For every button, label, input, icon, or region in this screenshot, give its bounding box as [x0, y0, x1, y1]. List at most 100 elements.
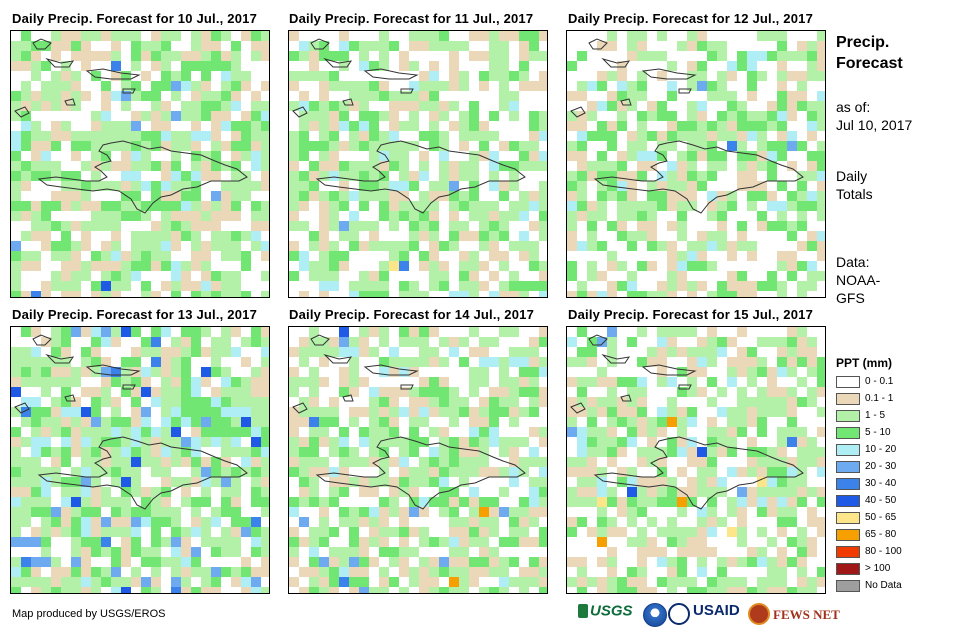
precip-grid-cell [369, 327, 379, 337]
precip-grid-cell [539, 437, 547, 447]
precip-grid-cell [359, 121, 369, 131]
legend-swatch [836, 529, 860, 541]
precip-grid-cell [577, 51, 587, 61]
precip-grid-cell [339, 121, 349, 131]
precip-grid-cell [71, 251, 81, 261]
precip-grid-cell [697, 151, 707, 161]
precip-grid-cell [469, 417, 479, 427]
precip-grid-cell [339, 41, 349, 51]
precip-grid-cell [657, 31, 667, 41]
precip-grid-cell [71, 547, 81, 557]
precip-grid-cell [787, 387, 797, 397]
precip-grid-cell [261, 487, 269, 497]
precip-grid-cell [687, 577, 697, 587]
precip-grid-cell [319, 111, 329, 121]
precip-grid-cell [201, 467, 211, 477]
precip-grid-cell [51, 377, 61, 387]
precip-grid-cell [101, 161, 111, 171]
precip-grid-cell [777, 261, 787, 271]
precip-grid-cell [577, 517, 587, 527]
precip-grid-cell [11, 181, 21, 191]
precip-grid-cell [41, 377, 51, 387]
precip-grid-cell [221, 81, 231, 91]
precip-grid-cell [11, 377, 21, 387]
precip-grid-cell [81, 557, 91, 567]
precip-grid-cell [587, 171, 597, 181]
precip-grid-cell [677, 201, 687, 211]
precip-grid-cell [71, 261, 81, 271]
precip-grid-cell [449, 347, 459, 357]
precip-grid-cell [359, 191, 369, 201]
precip-grid-cell [339, 81, 349, 91]
precip-grid-cell [121, 271, 131, 281]
precip-grid-cell [101, 211, 111, 221]
precip-grid-cell [717, 427, 727, 437]
precip-grid-cell [141, 181, 151, 191]
precip-grid-cell [191, 151, 201, 161]
precip-grid-cell [509, 457, 519, 467]
precip-grid-cell [191, 81, 201, 91]
precip-grid-cell [807, 281, 817, 291]
precip-grid-cell [499, 251, 509, 261]
precip-grid-cell [231, 81, 241, 91]
precip-grid-cell [61, 427, 71, 437]
precip-grid-cell [587, 447, 597, 457]
precip-grid-cell [221, 477, 231, 487]
precip-grid-cell [329, 241, 339, 251]
precip-grid-cell [151, 241, 161, 251]
precip-grid-cell [161, 181, 171, 191]
precip-grid-cell [299, 397, 309, 407]
precip-grid-cell [429, 457, 439, 467]
precip-grid-cell [161, 221, 171, 231]
precip-grid-cell [787, 101, 797, 111]
precip-grid-cell [519, 61, 529, 71]
precip-grid-cell [409, 101, 419, 111]
precip-grid-cell [787, 497, 797, 507]
precip-grid-cell [51, 191, 61, 201]
precip-grid-cell [369, 527, 379, 537]
precip-grid-cell [21, 327, 31, 337]
precip-grid-cell [251, 437, 261, 447]
precip-grid-cell [479, 121, 489, 131]
precip-grid-cell [289, 151, 299, 161]
precip-grid-cell [687, 161, 697, 171]
precip-grid-cell [131, 131, 141, 141]
precip-grid-cell [21, 497, 31, 507]
precip-grid-cell [737, 51, 747, 61]
precip-grid-cell [349, 377, 359, 387]
precip-grid-cell [329, 527, 339, 537]
precip-grid-cell [667, 557, 677, 567]
precip-grid-cell [359, 537, 369, 547]
precip-grid-cell [101, 447, 111, 457]
precip-grid-cell [111, 527, 121, 537]
precip-grid-cell [31, 557, 41, 567]
precip-grid-cell [329, 261, 339, 271]
precip-grid-cell [807, 201, 817, 211]
precip-grid-cell [251, 151, 261, 161]
precip-grid-cell [111, 327, 121, 337]
precip-grid-cell [459, 447, 469, 457]
precip-grid-cell [339, 201, 349, 211]
precip-grid-cell [757, 587, 767, 593]
precip-grid-cell [379, 587, 389, 593]
precip-grid-cell [607, 397, 617, 407]
precip-grid-cell [81, 387, 91, 397]
precip-grid-cell [61, 347, 71, 357]
precip-grid-cell [111, 377, 121, 387]
precip-grid-cell [61, 31, 71, 41]
precip-grid-cell [369, 141, 379, 151]
precip-grid-cell [667, 111, 677, 121]
precip-grid-cell [131, 181, 141, 191]
precip-grid-cell [31, 201, 41, 211]
precip-grid-cell [539, 587, 547, 593]
precip-grid-cell [449, 497, 459, 507]
precip-grid-cell [81, 241, 91, 251]
precip-grid-cell [539, 181, 547, 191]
precip-grid-cell [529, 357, 539, 367]
precip-grid-cell [797, 281, 807, 291]
precip-grid-cell [379, 161, 389, 171]
precip-grid-cell [211, 517, 221, 527]
precip-grid-cell [399, 281, 409, 291]
precip-grid-cell [489, 171, 499, 181]
precip-grid-cell [369, 397, 379, 407]
